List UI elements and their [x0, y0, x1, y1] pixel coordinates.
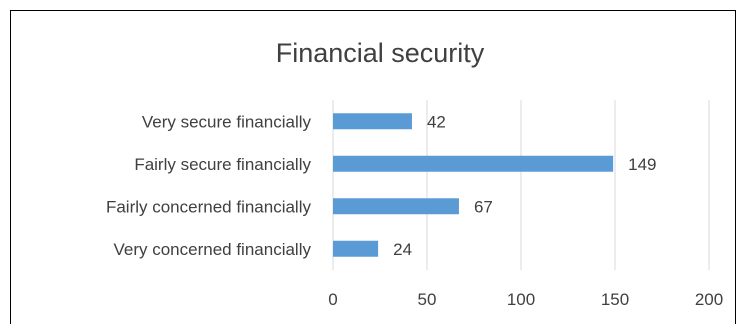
- x-tick-label-3: 150: [601, 290, 629, 309]
- x-tick-label-0: 0: [328, 290, 337, 309]
- bars: 42 149 67 24: [333, 112, 656, 259]
- x-tick-label-4: 200: [695, 290, 723, 309]
- data-label-1: 149: [628, 155, 656, 174]
- chart-title: Financial security: [276, 38, 485, 68]
- data-label-2: 67: [474, 197, 493, 216]
- bar-1: [333, 155, 614, 172]
- bar-2: [333, 198, 459, 215]
- x-tick-label-1: 50: [418, 290, 437, 309]
- category-label-3: Very concerned financially: [113, 240, 311, 259]
- x-tick-label-2: 100: [507, 290, 535, 309]
- category-labels: Very secure financially Fairly secure fin…: [106, 112, 312, 259]
- x-tick-labels: 0 50 100 150 200: [328, 290, 723, 309]
- bar-0: [333, 113, 412, 130]
- data-label-0: 42: [427, 112, 446, 131]
- category-label-1: Fairly secure financially: [134, 155, 311, 174]
- bar-3: [333, 240, 379, 257]
- category-label-2: Fairly concerned financially: [106, 197, 312, 216]
- data-label-3: 24: [393, 240, 412, 259]
- category-label-0: Very secure financially: [142, 112, 312, 131]
